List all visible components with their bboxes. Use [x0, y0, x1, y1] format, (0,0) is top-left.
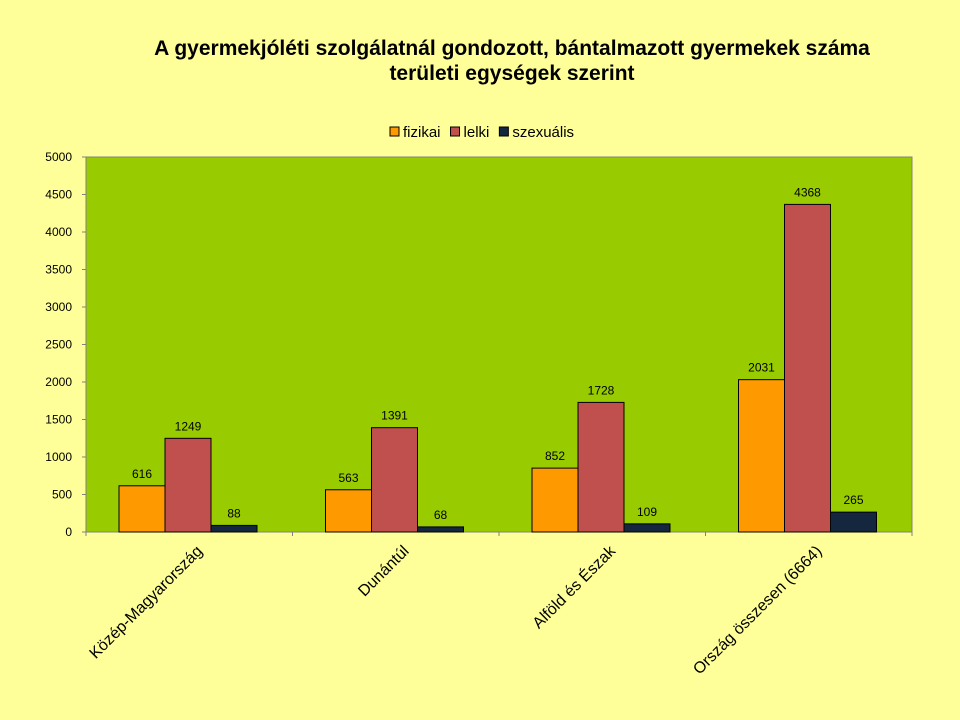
- y-tick-label: 500: [52, 488, 72, 502]
- bar-lelki-3: [784, 203, 831, 533]
- data-label: 563: [338, 471, 358, 485]
- data-label: 68: [434, 508, 448, 522]
- data-label: 1249: [175, 419, 202, 433]
- bar-lelki-1: [371, 427, 418, 533]
- bar-fizikai-2: [531, 467, 579, 533]
- y-axis: 0 500 1000 1500 2000 2500 3000 3500 4000 4500 5000: [45, 150, 86, 539]
- data-label: 4368: [794, 185, 821, 199]
- bar-szexuális-3: [830, 511, 877, 533]
- bar-fizikai-0: [118, 485, 166, 533]
- y-tick-label: 3500: [45, 263, 72, 277]
- y-tick-label: 1000: [45, 450, 72, 464]
- y-tick-label: 4500: [45, 188, 72, 202]
- bar-lelki-0: [164, 437, 212, 533]
- legend-label-fizikai: fizikai: [403, 124, 441, 141]
- bar-szexuális-1: [417, 526, 464, 533]
- data-label: 88: [227, 506, 241, 520]
- legend-label-lelki: lelki: [464, 124, 490, 141]
- y-tick-label: 2000: [45, 375, 72, 389]
- data-label: 616: [132, 467, 152, 481]
- legend-swatch-fizikai: [389, 126, 400, 137]
- category-label: Ország összesen (6664): [690, 543, 825, 678]
- data-label: 109: [637, 505, 657, 519]
- chart-title-line-1: A gyermekjóléti szolgálatnál gondozott, …: [154, 37, 870, 60]
- legend-swatch-szexuális: [498, 126, 509, 137]
- category-label: Alföld és Észak: [528, 541, 619, 632]
- data-label: 1391: [381, 409, 408, 423]
- legend: fizikai lelki szexuális: [389, 124, 574, 141]
- y-tick-label: 2500: [45, 338, 72, 352]
- bars: [118, 203, 877, 533]
- chart-title-line-2: területi egységek szerint: [389, 62, 634, 85]
- bar-lelki-2: [577, 401, 625, 533]
- category-label: Dunántúl: [355, 543, 412, 600]
- bar-fizikai-3: [738, 379, 785, 533]
- bar-szexuális-2: [623, 523, 671, 533]
- category-label: Közép-Magyarország: [87, 543, 207, 663]
- bar-fizikai-1: [325, 489, 372, 533]
- y-tick-label: 3000: [45, 300, 72, 314]
- legend-swatch-lelki: [450, 126, 461, 137]
- y-tick-label: 1500: [45, 413, 72, 427]
- bar-szexuális-0: [210, 524, 258, 533]
- y-tick-label: 5000: [45, 150, 72, 164]
- data-label: 265: [843, 493, 863, 507]
- data-label: 1728: [588, 383, 615, 397]
- legend-label-szexuális: szexuális: [512, 124, 574, 141]
- y-tick-label: 4000: [45, 225, 72, 239]
- data-labels: 616 563 852 2031 1249 1391 1728 4368 88 68 109 265: [132, 185, 864, 522]
- data-label: 852: [545, 449, 565, 463]
- y-tick-label: 0: [65, 525, 72, 539]
- x-axis: Közép-Magyarország Dunántúl Alföld és Észa…: [85, 532, 913, 678]
- data-label: 2031: [748, 361, 775, 375]
